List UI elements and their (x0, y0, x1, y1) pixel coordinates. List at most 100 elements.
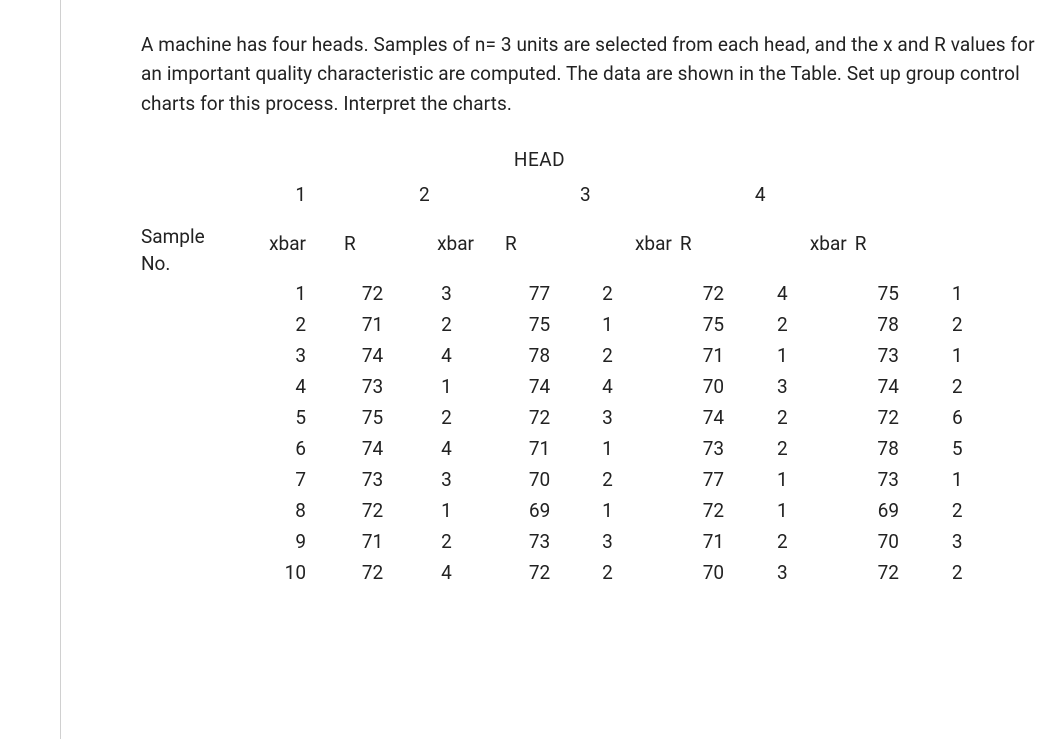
table-row: 7733702771731 (141, 464, 985, 495)
spacer (474, 340, 499, 371)
cell-r: 1 (580, 495, 635, 526)
cell-r: 1 (580, 309, 635, 340)
table-row: 6744711732785 (141, 433, 985, 464)
cell-r: 1 (755, 340, 810, 371)
cell-r: 1 (930, 278, 985, 309)
cell-xbar: 77 (499, 278, 580, 309)
cell-r: 1 (930, 340, 985, 371)
spacer (810, 557, 847, 588)
cell-xbar: 72 (847, 402, 930, 433)
table-row: 10724722703722 (141, 557, 985, 588)
spacer (635, 278, 672, 309)
spacer (474, 495, 499, 526)
cell-r: 3 (419, 278, 474, 309)
spacer (635, 402, 672, 433)
sample-label-line1: Sample (141, 225, 205, 248)
table-subheader-row: Sample No. xbar R xbar R xbar R xbar R (141, 224, 985, 277)
spacer (474, 309, 499, 340)
spacer (141, 557, 251, 588)
spacer (141, 278, 251, 309)
cell-xbar: 72 (672, 495, 755, 526)
cell-r: 1 (580, 433, 635, 464)
spacer (810, 278, 847, 309)
spacer (141, 526, 251, 557)
col-header-r: R (672, 224, 755, 277)
sample-label-line2: No. (141, 252, 170, 275)
spacer (474, 433, 499, 464)
cell-xbar: 73 (672, 433, 755, 464)
cell-xbar: 72 (847, 557, 930, 588)
spacer (141, 371, 251, 402)
cell-xbar: 74 (499, 371, 580, 402)
cell-xbar: 70 (847, 526, 930, 557)
table-row: 2712751752782 (141, 309, 985, 340)
cell-xbar: 74 (847, 371, 930, 402)
cell-xbar: 72 (326, 495, 419, 526)
sample-number: 9 (251, 526, 326, 557)
cell-r: 6 (930, 402, 985, 433)
spacer (810, 464, 847, 495)
spacer (474, 557, 499, 588)
head-title: HEAD (499, 148, 580, 183)
head-number: 2 (419, 183, 474, 224)
head-number: 3 (580, 183, 635, 224)
cell-r: 1 (755, 495, 810, 526)
spacer (635, 495, 672, 526)
cell-xbar: 78 (499, 340, 580, 371)
cell-r: 1 (930, 464, 985, 495)
cell-xbar: 73 (499, 526, 580, 557)
cell-xbar: 75 (847, 278, 930, 309)
spacer (141, 433, 251, 464)
cell-xbar: 72 (326, 278, 419, 309)
cell-r: 1 (419, 371, 474, 402)
cell-xbar: 74 (326, 340, 419, 371)
cell-xbar: 75 (672, 309, 755, 340)
sample-number: 2 (251, 309, 326, 340)
spacer (810, 309, 847, 340)
cell-xbar: 71 (326, 309, 419, 340)
spacer (810, 526, 847, 557)
table-row: 4731744703742 (141, 371, 985, 402)
col-header-r: R (326, 224, 419, 277)
spacer (474, 371, 499, 402)
cell-r: 2 (755, 309, 810, 340)
cell-xbar: 70 (499, 464, 580, 495)
cell-xbar: 72 (499, 402, 580, 433)
col-header-r: R (847, 224, 930, 277)
cell-r: 2 (930, 371, 985, 402)
cell-xbar: 71 (672, 526, 755, 557)
cell-r: 1 (419, 495, 474, 526)
table-row: 3744782711731 (141, 340, 985, 371)
cell-xbar: 74 (326, 433, 419, 464)
table-head-title-row: HEAD (141, 148, 985, 183)
cell-xbar: 72 (326, 557, 419, 588)
sample-no-label: Sample No. (141, 224, 251, 277)
spacer (141, 309, 251, 340)
cell-r: 3 (755, 557, 810, 588)
cell-r: 2 (755, 433, 810, 464)
cell-r: 4 (419, 340, 474, 371)
cell-xbar: 71 (499, 433, 580, 464)
cell-r: 2 (580, 340, 635, 371)
spacer (810, 402, 847, 433)
col-header-xbar: xbar (251, 224, 326, 277)
cell-r: 4 (755, 278, 810, 309)
sample-number: 10 (251, 557, 326, 588)
cell-xbar: 75 (326, 402, 419, 433)
spacer (635, 557, 672, 588)
cell-r: 4 (419, 433, 474, 464)
table-row: 1723772724751 (141, 278, 985, 309)
spacer (141, 464, 251, 495)
cell-r: 2 (419, 526, 474, 557)
cell-r: 2 (930, 309, 985, 340)
spacer (474, 464, 499, 495)
spacer (635, 526, 672, 557)
cell-r: 2 (419, 309, 474, 340)
cell-r: 3 (755, 371, 810, 402)
spacer (635, 371, 672, 402)
table-row: 8721691721692 (141, 495, 985, 526)
table-head-numbers-row: 1 2 3 4 (141, 183, 985, 224)
sample-number: 5 (251, 402, 326, 433)
cell-xbar: 69 (847, 495, 930, 526)
col-header-xbar: xbar (635, 224, 672, 277)
